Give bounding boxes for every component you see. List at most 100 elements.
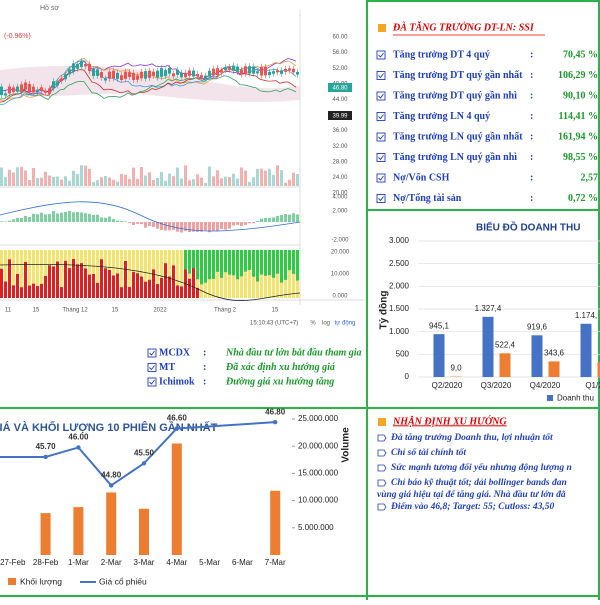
mcdx-green: [288, 250, 291, 270]
growth-label: Tăng trưởng DT 4 quý: [393, 49, 490, 60]
candle: [8, 87, 11, 94]
indicator-name: MCDX: [159, 347, 191, 358]
bar: [434, 334, 445, 377]
volume-bar: [96, 180, 99, 186]
bullet: [378, 465, 386, 471]
candle: [256, 71, 259, 73]
macd-bar: [252, 222, 255, 223]
candle: [276, 70, 279, 72]
macd-bar: [148, 222, 151, 226]
mcdx-red: [84, 268, 87, 298]
mcdx-red: [32, 284, 35, 298]
volume-bar: [240, 167, 243, 186]
volume-bar: [120, 174, 123, 186]
candle: [208, 71, 211, 77]
y-tick-label: 0: [405, 372, 410, 381]
mcdx-green: [272, 250, 275, 278]
separator: :: [530, 90, 533, 101]
indicator-text: Đường giá xu hướng tăng: [225, 376, 334, 387]
volume-bar: [188, 180, 191, 186]
x-tick-label: Q2/2020: [432, 381, 463, 390]
candle: [296, 72, 299, 75]
macd-bar: [188, 222, 191, 232]
macd-bar: [224, 222, 227, 230]
volume-bar: [276, 165, 279, 186]
y-tick-label: 1.000: [389, 327, 410, 336]
mcdx-red: [180, 286, 183, 298]
value-label: 46.60: [167, 414, 188, 423]
footer-text: log: [322, 321, 330, 327]
macd-bar: [56, 213, 59, 222]
volume-bar: [148, 172, 151, 186]
mcdx-red: [64, 261, 67, 298]
candle: [44, 91, 47, 93]
macd-bar: [144, 222, 147, 228]
y2-tick-label: 25.000.000: [298, 414, 339, 423]
volume-bar: [136, 179, 139, 186]
price-tick-label: 28.00: [332, 159, 348, 165]
mcdx-green: [260, 250, 263, 275]
mcdx-red: [156, 284, 159, 298]
volume-bar: [0, 168, 3, 186]
mcdx-green: [280, 250, 283, 283]
volume-bar: [41, 513, 51, 555]
candle: [292, 69, 295, 73]
growth-value: 2,57: [581, 172, 599, 183]
mcdx-green: [252, 250, 255, 277]
mcdx-red: [76, 264, 79, 298]
check: [379, 115, 384, 119]
separator: :: [530, 70, 533, 81]
volume-bar: [12, 172, 15, 186]
volume-bar: [20, 167, 23, 186]
volume-bar: [108, 178, 111, 186]
mcdx-red: [12, 285, 15, 298]
volume-bar: [152, 180, 155, 186]
volume-bar: [116, 181, 119, 186]
macd-bar: [48, 214, 51, 222]
mcdx-red: [52, 266, 55, 298]
mcdx-red: [44, 276, 47, 298]
volume-bar: [180, 179, 183, 186]
candle: [248, 66, 251, 73]
macd-bar: [140, 222, 143, 224]
y2-tick-label: 10.000.000: [298, 496, 339, 505]
volume-bar: [140, 167, 143, 186]
legend-label: Khối lượng: [20, 576, 62, 586]
macd-bar: [236, 222, 239, 225]
candle: [156, 71, 159, 78]
candle: [72, 63, 75, 71]
candle: [12, 87, 15, 92]
macd-bar: [292, 213, 295, 222]
value-label: 522,4: [495, 340, 516, 349]
macd-bar: [32, 214, 35, 222]
bullet: [378, 480, 386, 486]
bar: [500, 353, 511, 377]
check: [150, 380, 155, 384]
bar: [532, 335, 543, 377]
candle: [40, 87, 43, 91]
check: [379, 53, 384, 57]
growth-label: Nợ/Vốn CSH: [393, 172, 450, 183]
separator: :: [530, 131, 533, 142]
value-label: 46.00: [68, 433, 89, 442]
macd-bar: [268, 218, 271, 222]
macd-bar: [280, 215, 283, 222]
mcdx-red: [164, 263, 167, 298]
x-tick-label: Q1/2: [585, 381, 600, 390]
candle: [116, 73, 119, 79]
price-tick-label: 52.00: [332, 66, 348, 72]
x-tick-label: 2-Mar: [101, 558, 122, 567]
volume-bar: [16, 167, 19, 186]
candle: [132, 73, 135, 80]
legend-label: Doanh thu: [557, 394, 594, 403]
volume-bar: [296, 174, 299, 186]
separator: :: [530, 49, 533, 60]
volume-bar: [84, 165, 87, 186]
growth-label: Tăng trưởng LN 4 quý: [393, 111, 490, 122]
candle: [212, 69, 215, 75]
candle: [32, 87, 35, 93]
macd-bar: [240, 222, 243, 226]
volume-bar: [124, 175, 127, 186]
candle: [56, 82, 59, 86]
candle: [224, 67, 227, 70]
